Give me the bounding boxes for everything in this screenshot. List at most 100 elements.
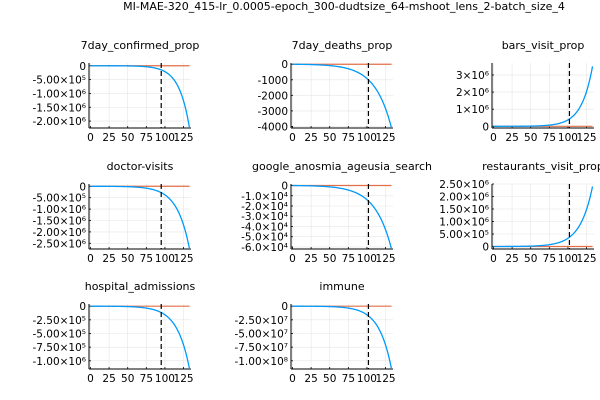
y-tick-label: -2.50×10⁷ — [234, 315, 288, 327]
x-tick-label: 50 — [323, 253, 336, 265]
x-tick-label: 75 — [342, 253, 355, 265]
series-1-line — [90, 305, 191, 370]
x-tick-label: 0 — [87, 373, 94, 385]
y-tick-label: -3000 — [257, 106, 288, 118]
y-tick-label: -2.00×10⁶ — [32, 227, 86, 239]
y-tick-label: -1.00×10⁸ — [234, 356, 288, 368]
y-tick-label: -1.50×10⁶ — [32, 102, 86, 114]
x-tick-label: 0 — [87, 253, 94, 265]
y-tick-label: -5.00×10⁵ — [32, 328, 86, 340]
x-tick-label: 50 — [121, 253, 134, 265]
y-tick-label: -1.00×10⁶ — [32, 356, 86, 368]
x-tick-label: 125 — [577, 132, 597, 144]
x-tick-label: 100 — [357, 132, 377, 144]
y-tick-label: 0 — [79, 61, 86, 73]
y-tick-label: -6.0×10⁴ — [241, 242, 288, 254]
x-tick-label: 100 — [357, 253, 377, 265]
y-tick-label: 0 — [482, 121, 489, 133]
y-tick-label: -4.0×10⁴ — [241, 221, 288, 233]
y-tick-label: -1.00×10⁶ — [32, 88, 86, 100]
y-tick-label: -5.0×10⁴ — [241, 232, 288, 244]
x-tick-label: 50 — [323, 373, 336, 385]
y-tick-label: -2.00×10⁶ — [32, 116, 86, 128]
x-tick-label: 125 — [174, 373, 194, 385]
series-1-line — [493, 66, 594, 127]
y-tick-label: -1000 — [257, 75, 288, 87]
subplot-title: restaurants_visit_prop — [482, 160, 600, 173]
y-tick-label: -7.50×10⁵ — [32, 342, 86, 354]
y-tick-label: 2.00×10⁶ — [439, 192, 489, 204]
y-tick-label: -2000 — [257, 90, 288, 102]
series-1-line — [292, 305, 393, 370]
x-tick-label: 75 — [140, 373, 153, 385]
x-tick-label: 125 — [577, 253, 597, 265]
series-1-line — [493, 186, 594, 248]
x-tick-label: 100 — [558, 253, 578, 265]
y-tick-label: -7.50×10⁷ — [234, 342, 288, 354]
series-1-line — [292, 184, 393, 250]
x-tick-label: 50 — [524, 253, 537, 265]
y-tick-label: -4000 — [257, 121, 288, 133]
y-tick-label: 0 — [281, 59, 288, 71]
series-1-line — [90, 185, 191, 250]
y-tick-label: -5.00×10⁷ — [234, 328, 288, 340]
x-tick-label: 0 — [289, 253, 296, 265]
y-tick-label: 1×10⁶ — [456, 104, 489, 116]
series-1-line — [292, 63, 393, 129]
x-tick-label: 100 — [155, 132, 175, 144]
y-tick-label: -5.00×10⁵ — [32, 193, 86, 205]
x-tick-label: 0 — [490, 253, 497, 265]
subplot-title: hospital_admissions — [85, 280, 196, 293]
subplot-title: 7day_confirmed_prop — [81, 39, 200, 52]
y-tick-label: -2.50×10⁵ — [32, 315, 86, 327]
y-tick-label: 2×10⁶ — [456, 87, 489, 99]
x-tick-label: 75 — [543, 132, 556, 144]
x-tick-label: 75 — [342, 373, 355, 385]
x-tick-label: 75 — [140, 253, 153, 265]
x-tick-label: 100 — [357, 373, 377, 385]
x-tick-label: 0 — [289, 373, 296, 385]
y-tick-label: -1.0×10⁴ — [241, 191, 288, 203]
y-tick-label: -2.0×10⁴ — [241, 201, 288, 213]
y-tick-label: 5.00×10⁵ — [439, 229, 489, 241]
x-tick-label: 100 — [155, 373, 175, 385]
y-tick-label: 1.50×10⁶ — [439, 204, 489, 216]
x-tick-label: 25 — [102, 373, 115, 385]
x-tick-label: 50 — [524, 132, 537, 144]
x-tick-label: 125 — [174, 253, 194, 265]
subplot-5: google_anosmia_ageusia_search 0 25 50 75 1001… — [241, 160, 432, 265]
x-tick-label: 75 — [342, 132, 355, 144]
x-tick-label: 50 — [121, 132, 134, 144]
y-tick-label: -3.0×10⁴ — [241, 211, 288, 223]
y-tick-label: -2.50×10⁶ — [32, 238, 86, 250]
y-tick-label: 0 — [482, 242, 489, 254]
y-tick-label: -1.50×10⁶ — [32, 215, 86, 227]
x-tick-label: 25 — [505, 132, 518, 144]
y-tick-label: 3×10⁶ — [456, 70, 489, 82]
x-tick-label: 100 — [558, 132, 578, 144]
y-tick-label: 0 — [79, 301, 86, 313]
x-tick-label: 25 — [304, 253, 317, 265]
y-tick-label: -1.00×10⁶ — [32, 204, 86, 216]
x-tick-label: 25 — [505, 253, 518, 265]
x-tick-label: 25 — [102, 132, 115, 144]
y-tick-label: 0 — [281, 181, 288, 193]
x-tick-label: 0 — [490, 132, 497, 144]
x-tick-label: 25 — [102, 253, 115, 265]
y-tick-label: 0 — [79, 181, 86, 193]
x-tick-label: 100 — [155, 253, 175, 265]
x-tick-label: 50 — [323, 132, 336, 144]
subplot-title: doctor-visits — [107, 160, 174, 173]
subplot-title: google_anosmia_ageusia_search — [252, 160, 432, 173]
subplot-title: immune — [319, 280, 364, 293]
x-tick-label: 75 — [140, 132, 153, 144]
figure-title: MI-MAE-320_415-lr_0.0005-epoch_300-dudts… — [123, 0, 565, 13]
